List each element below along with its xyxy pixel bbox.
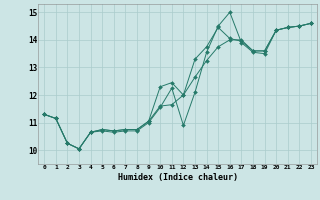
X-axis label: Humidex (Indice chaleur): Humidex (Indice chaleur) — [118, 173, 238, 182]
